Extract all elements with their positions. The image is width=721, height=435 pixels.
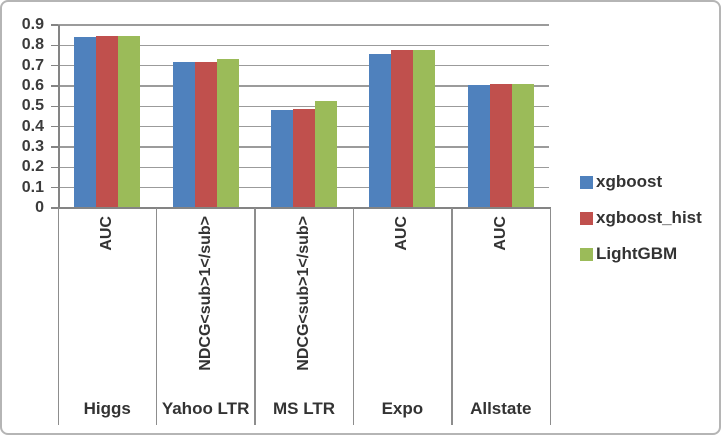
dataset-label-higgs: Higgs (83, 399, 131, 418)
legend-label: LightGBM (596, 244, 678, 263)
bar-lightgbm-ms-ltr (314, 101, 337, 208)
y-axis-tick (51, 125, 58, 128)
y-axis-tick (51, 146, 58, 148)
legend-item-xgboost-hist: xgboost_hist (580, 208, 702, 228)
category-separator (549, 208, 551, 425)
bar-xgboost-hist-allstate (489, 84, 512, 208)
bar-lightgbm-higgs (118, 36, 141, 208)
bar-xgboost-hist-ms-ltr (292, 108, 315, 208)
y-tick-label: 0.6 (21, 77, 44, 94)
bar-xgboost-yahoo-ltr (172, 61, 195, 208)
y-axis-tick (51, 186, 58, 189)
bar-group-expo (353, 25, 451, 208)
y-tick-label: 0.8 (21, 36, 44, 54)
bar-group-allstate (452, 25, 550, 208)
y-axis-tick (51, 24, 58, 26)
y-tick-label: 0.5 (21, 97, 44, 115)
gridline (58, 105, 549, 108)
y-axis-tick (51, 207, 58, 209)
legend: xgboost xgboost_hist LightGBM (580, 172, 702, 280)
legend-label: xgboost (596, 172, 663, 191)
y-axis-tick (51, 85, 58, 87)
y-tick-label: 0.2 (21, 158, 44, 176)
y-tick-label: 0.7 (21, 56, 44, 74)
bar-xgboost-higgs (74, 37, 97, 208)
dataset-label-allstate: Allstate (470, 399, 532, 418)
gridline (58, 24, 549, 26)
category-separator (155, 208, 158, 425)
bar-lightgbm-expo (413, 49, 436, 208)
legend-swatch-icon (580, 247, 593, 261)
gridline (58, 64, 549, 67)
y-tick-label: 0.1 (21, 178, 44, 196)
y-axis-tick (51, 166, 58, 169)
category-separator (57, 208, 59, 425)
dataset-label-expo: Expo (381, 399, 424, 418)
bar-group-higgs (58, 25, 156, 208)
y-axis-tick (51, 64, 58, 67)
category-separator (451, 208, 453, 425)
metric-label-yahoo-ltr: NDCG<sub>1</sub> (196, 216, 214, 371)
x-axis-line (52, 207, 551, 209)
bar-lightgbm-allstate (511, 84, 534, 208)
metric-label-allstate: AUC (491, 216, 509, 251)
y-axis-tick (51, 44, 58, 47)
y-axis-line (58, 25, 60, 208)
bar-xgboost-expo (369, 54, 392, 208)
bar-xgboost-hist-higgs (96, 36, 119, 208)
legend-swatch-icon (580, 211, 593, 225)
y-tick-label: 0.9 (21, 16, 44, 33)
dataset-label-yahoo-ltr: Yahoo LTR (161, 399, 250, 418)
gridline (58, 44, 549, 47)
y-tick-label: 0.4 (21, 117, 44, 135)
gridline (58, 85, 549, 87)
bar-group-yahoo-ltr (156, 25, 254, 208)
legend-item-xgboost: xgboost (580, 172, 702, 192)
y-axis-tick (51, 105, 58, 108)
legend-label: xgboost_hist (596, 208, 702, 227)
bar-lightgbm-yahoo-ltr (216, 59, 239, 208)
plot-area (58, 24, 550, 208)
bar-xgboost-hist-expo (391, 49, 414, 208)
metric-label-higgs: AUC (98, 216, 116, 251)
metric-label-ms-ltr: NDCG<sub>1</sub> (295, 216, 312, 371)
category-separator (254, 208, 256, 425)
bar-xgboost-allstate (467, 84, 490, 208)
category-separator (352, 208, 355, 425)
dataset-label-ms-ltr: MS LTR (272, 399, 335, 418)
legend-item-lightgbm: LightGBM (580, 244, 702, 264)
bar-group-ms-ltr (255, 25, 353, 208)
legend-swatch-icon (580, 175, 593, 189)
bar-xgboost-ms-ltr (270, 109, 293, 208)
bar-xgboost-hist-yahoo-ltr (194, 61, 217, 208)
metric-label-expo: AUC (393, 216, 411, 251)
y-tick-label: 0.3 (21, 138, 44, 155)
y-tick-label: 0 (35, 199, 44, 216)
